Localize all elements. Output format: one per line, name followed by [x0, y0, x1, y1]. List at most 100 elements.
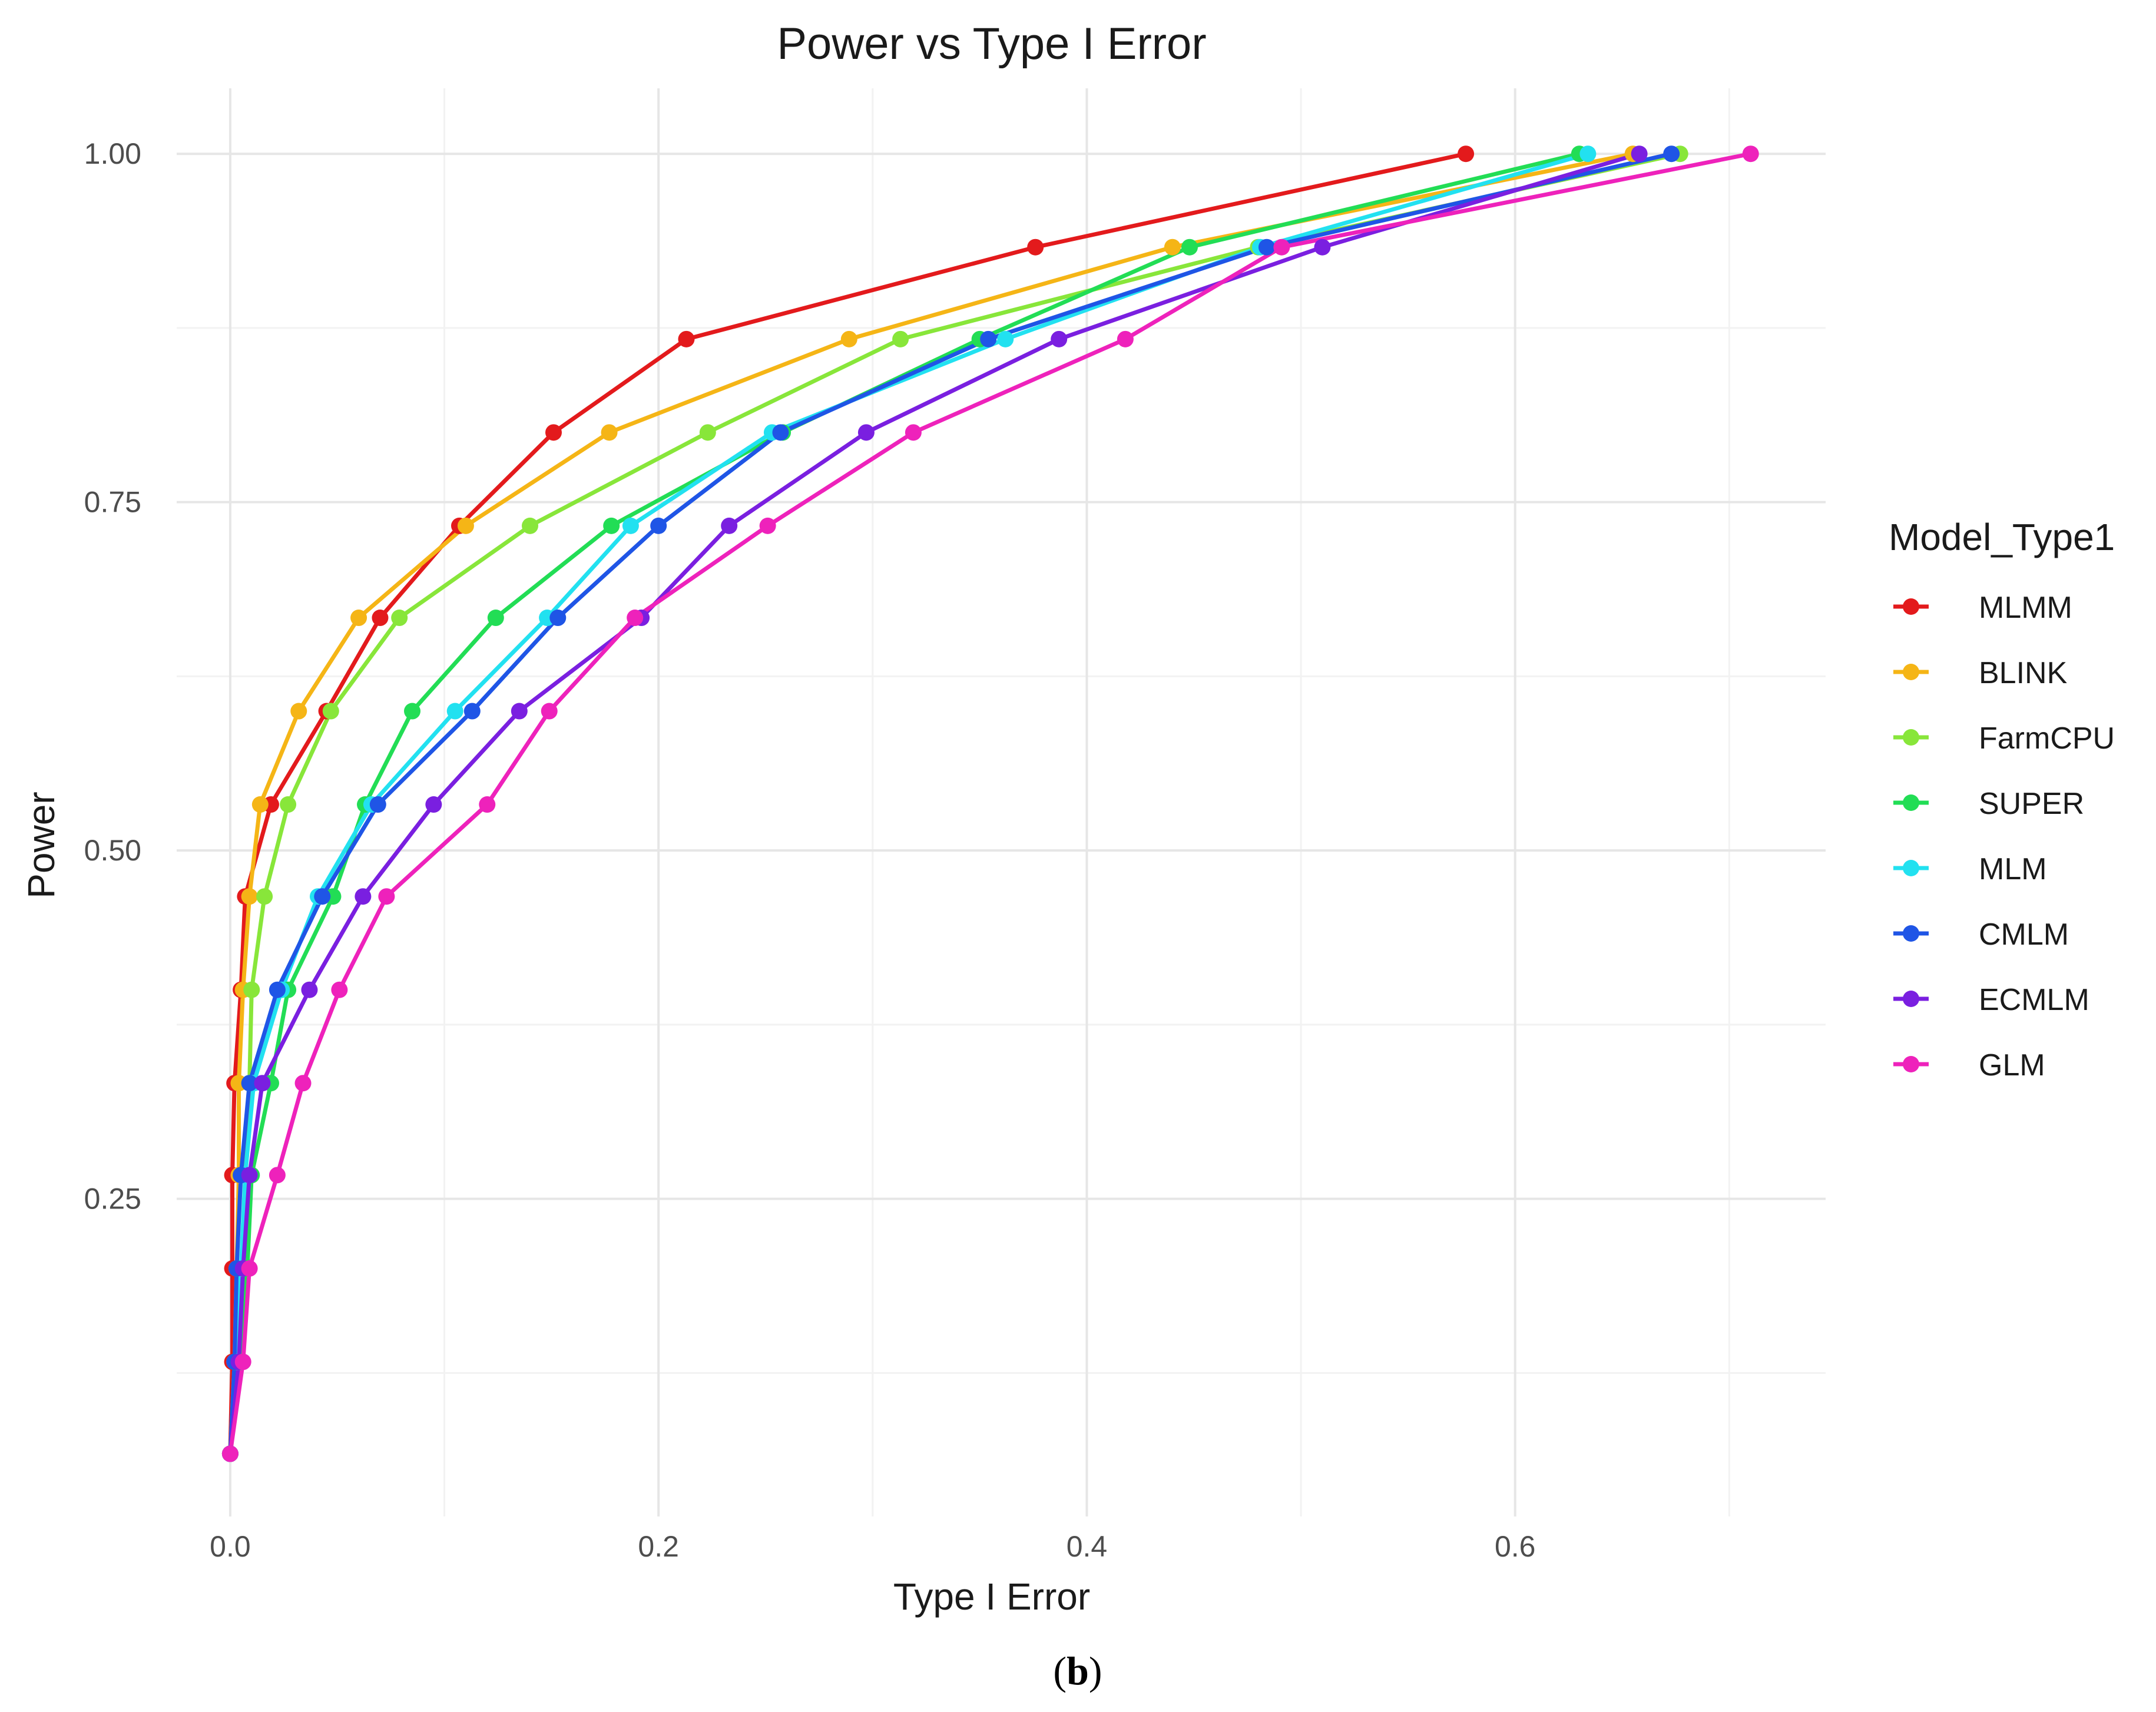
- y-tick-label: 0.75: [84, 486, 141, 519]
- data-point-glm: [378, 888, 395, 905]
- data-point-farmcpu: [699, 424, 716, 441]
- data-point-mlmm: [545, 424, 562, 441]
- data-point-ecmlm: [241, 1167, 258, 1184]
- data-point-mlmm: [372, 610, 389, 627]
- legend-key-point: [1903, 991, 1919, 1007]
- data-point-glm: [294, 1075, 312, 1092]
- data-point-super: [603, 517, 620, 534]
- data-point-mlm: [622, 517, 639, 534]
- data-point-glm: [905, 424, 922, 441]
- data-point-mlmm: [678, 330, 695, 347]
- data-point-farmcpu: [322, 703, 339, 720]
- x-tick-label: 0.0: [210, 1530, 251, 1563]
- legend-item-farmcpu: FarmCPU: [1893, 721, 2115, 756]
- data-point-glm: [1742, 145, 1759, 163]
- data-point-ecmlm: [254, 1075, 271, 1092]
- data-point-farmcpu: [892, 330, 909, 347]
- data-point-cmlm: [650, 517, 667, 534]
- legend-key-point: [1903, 925, 1919, 942]
- legend-key-point: [1903, 1056, 1919, 1072]
- data-point-farmcpu: [522, 517, 538, 534]
- data-point-ecmlm: [425, 796, 442, 813]
- data-point-ecmlm: [857, 424, 875, 441]
- data-point-mlm: [1579, 145, 1597, 163]
- data-point-blink: [1164, 239, 1181, 256]
- legend-label: ECMLM: [1979, 983, 2089, 1017]
- data-point-glm: [627, 610, 644, 627]
- data-point-glm: [1117, 330, 1134, 347]
- data-point-ecmlm: [511, 703, 528, 720]
- legend-item-blink: BLINK: [1893, 656, 2068, 690]
- legend-item-super: SUPER: [1893, 787, 2084, 821]
- legend-item-glm: GLM: [1893, 1048, 2045, 1082]
- data-point-mlmm: [1027, 239, 1044, 256]
- caption-open-paren: (: [1053, 1648, 1067, 1693]
- data-point-glm: [269, 1167, 286, 1184]
- data-point-cmlm: [369, 796, 386, 813]
- data-point-glm: [541, 703, 558, 720]
- legend-key-point: [1903, 598, 1919, 615]
- data-point-mlmm: [1458, 145, 1475, 163]
- legend: Model_Type1 MLMM BLINK FarmCPU SUPER MLM CMLM…: [1889, 516, 2115, 1082]
- data-point-blink: [241, 888, 258, 905]
- data-point-cmlm: [463, 703, 481, 720]
- data-point-blink: [290, 703, 307, 720]
- data-point-mlm: [446, 703, 463, 720]
- data-point-glm: [1273, 239, 1290, 256]
- data-point-cmlm: [549, 610, 567, 627]
- data-point-blink: [251, 796, 269, 813]
- legend-label: SUPER: [1979, 787, 2084, 821]
- legend-item-mlmm: MLMM: [1893, 591, 2072, 625]
- x-tick-label: 0.6: [1495, 1530, 1536, 1563]
- legend-item-mlm: MLM: [1893, 852, 2047, 886]
- grid: [177, 88, 1826, 1516]
- legend-label: CMLM: [1979, 918, 2069, 952]
- data-point-mlm: [997, 330, 1014, 347]
- x-axis-label: Type I Error: [893, 1575, 1090, 1618]
- data-point-super: [1181, 239, 1198, 256]
- x-tick-label: 0.4: [1067, 1530, 1108, 1563]
- legend-key-point: [1903, 794, 1919, 811]
- legend-item-cmlm: CMLM: [1893, 918, 2069, 952]
- y-tick-label: 0.50: [84, 834, 141, 867]
- data-point-farmcpu: [256, 888, 273, 905]
- y-axis-label: Power: [20, 792, 62, 898]
- data-point-cmlm: [1258, 239, 1275, 256]
- data-point-glm: [479, 796, 496, 813]
- legend-label: BLINK: [1979, 656, 2068, 690]
- data-point-ecmlm: [355, 888, 372, 905]
- data-point-ecmlm: [721, 517, 738, 534]
- legend-item-ecmlm: ECMLM: [1893, 983, 2089, 1017]
- legend-label: MLMM: [1979, 591, 2072, 625]
- data-point-farmcpu: [243, 981, 260, 998]
- y-tick-label: 1.00: [84, 137, 141, 170]
- data-point-cmlm: [980, 330, 997, 347]
- legend-label: GLM: [1979, 1048, 2045, 1082]
- data-point-farmcpu: [391, 610, 408, 627]
- data-point-glm: [221, 1445, 239, 1462]
- data-point-super: [487, 610, 504, 627]
- data-point-glm: [241, 1260, 258, 1277]
- legend-items: MLMM BLINK FarmCPU SUPER MLM CMLM ECMLM GLM: [1893, 591, 2115, 1082]
- data-point-blink: [350, 610, 367, 627]
- data-point-blink: [840, 330, 857, 347]
- data-point-farmcpu: [280, 796, 297, 813]
- chart-title: Power vs Type I Error: [777, 19, 1206, 69]
- data-point-ecmlm: [1631, 145, 1648, 163]
- data-point-glm: [234, 1353, 251, 1370]
- legend-title: Model_Type1: [1889, 516, 2115, 558]
- data-point-ecmlm: [1051, 330, 1068, 347]
- data-point-blink: [457, 517, 474, 534]
- data-point-cmlm: [772, 424, 789, 441]
- legend-label: MLM: [1979, 852, 2047, 886]
- data-point-glm: [331, 981, 348, 998]
- caption-close-paren: ): [1089, 1648, 1102, 1693]
- data-point-ecmlm: [1314, 239, 1331, 256]
- x-tick-label: 0.2: [638, 1530, 679, 1563]
- data-point-blink: [601, 424, 618, 441]
- legend-key-point: [1903, 729, 1919, 746]
- legend-key-point: [1903, 860, 1919, 876]
- y-tick-label: 0.25: [84, 1183, 141, 1216]
